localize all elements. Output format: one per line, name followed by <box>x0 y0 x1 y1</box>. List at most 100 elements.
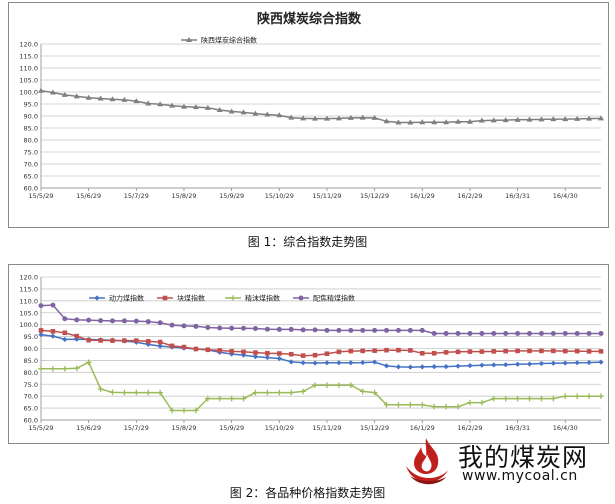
chart2-data-point <box>312 327 318 333</box>
chart2-data-point <box>50 302 56 308</box>
chart1-data-point <box>216 107 223 112</box>
chart2-data-point <box>586 330 592 336</box>
chart1-data-point <box>240 109 247 115</box>
chart1-data-point <box>38 87 44 93</box>
chart2-series-4 <box>38 302 604 336</box>
chart2-series-2 <box>38 328 604 358</box>
chart1-data-point <box>61 91 68 97</box>
chart2-legend-label: 精沫煤指数 <box>245 294 280 303</box>
chart2-data-point <box>455 403 461 410</box>
chart2-data-point <box>408 348 413 353</box>
chart2-data-point <box>324 327 330 333</box>
chart2-x-tick-label: 15/5/29 <box>28 424 53 432</box>
chart1-data-point <box>586 115 593 121</box>
chart1-legend-marker <box>186 37 192 42</box>
chart2-data-point <box>502 395 509 402</box>
chart1-data-point <box>97 95 104 101</box>
flame-logo-icon <box>406 438 448 485</box>
chart2-data-point <box>527 348 532 354</box>
chart2-data-point <box>479 330 485 336</box>
chart2-data-point <box>503 348 508 354</box>
chart1-data-point <box>192 104 199 110</box>
chart2-data-point <box>514 395 521 402</box>
chart2-data-point <box>574 348 580 354</box>
chart1-title: 陕西煤炭综合指数 <box>257 11 362 27</box>
chart2-data-point <box>455 363 461 369</box>
chart2-data-point <box>62 336 68 343</box>
chart2-data-point <box>134 338 139 343</box>
chart2-data-point <box>38 303 44 309</box>
chart1-data-point <box>133 98 140 104</box>
chart2-data-point <box>288 389 295 396</box>
chart2-data-point <box>181 344 187 350</box>
chart1-x-tick-label: 15/10/29 <box>265 192 294 200</box>
chart2-x-tick-label: 16/2/29 <box>457 424 482 432</box>
chart1-data-point <box>204 104 211 110</box>
chart2-data-point <box>491 349 497 354</box>
chart1-x-tick-label: 15/5/29 <box>28 192 53 200</box>
chart2-data-point <box>562 330 568 336</box>
chart2-data-point <box>550 395 557 402</box>
chart2-data-point <box>395 401 402 408</box>
chart2-x-tick-label: 15/12/29 <box>360 424 389 432</box>
chart2-data-point <box>241 349 246 355</box>
chart2-data-point <box>288 351 294 357</box>
chart2-data-point <box>539 348 544 354</box>
chart2-y-tick-label: 120.0 <box>19 274 38 282</box>
chart2-data-point <box>205 325 211 331</box>
chart2-data-point <box>50 365 56 372</box>
chart2-data-point <box>276 389 283 396</box>
chart2-data-point <box>336 349 342 355</box>
chart2-x-tick-label: 16/3/31 <box>505 424 530 432</box>
chart2-data-point <box>360 348 366 354</box>
chart2-data-point <box>336 360 342 366</box>
chart2-data-point <box>252 389 259 396</box>
chart2-data-point <box>122 338 127 343</box>
chart1-y-tick-label: 90.0 <box>24 113 38 121</box>
chart2-legend-marker <box>298 295 304 301</box>
chart2-data-point <box>348 348 354 354</box>
chart2-data-point <box>62 365 68 372</box>
chart2-data-point <box>550 360 556 366</box>
chart2-data-point <box>300 353 306 358</box>
chart2-x-tick-label: 15/11/29 <box>312 424 341 432</box>
chart2-data-point <box>395 364 402 370</box>
chart1-x-tick-label: 15/8/29 <box>171 192 196 200</box>
chart2-x-tick-label: 15/8/29 <box>171 424 196 432</box>
chart2-data-point <box>515 330 521 336</box>
chart1-legend-label: 陕西煤炭综合指数 <box>201 36 257 45</box>
chart2-data-point <box>205 395 211 402</box>
chart2-data-point <box>265 350 270 356</box>
chart1-x-tick-label: 16/4/30 <box>553 192 578 200</box>
chart2-data-point <box>360 327 366 333</box>
chart2-data-point <box>538 395 545 402</box>
chart2-data-point <box>443 364 449 370</box>
chart2-data-point <box>443 403 449 410</box>
chart2-data-point <box>383 401 390 408</box>
chart2-data-point <box>157 339 163 345</box>
chart2-data-point <box>562 348 568 354</box>
chart2-legend-label: 块煤指数 <box>177 294 205 303</box>
chart2-data-point <box>145 319 151 325</box>
chart2-data-point <box>241 325 247 331</box>
chart1-data-point <box>431 119 438 125</box>
chart2-data-point <box>336 382 342 389</box>
chart2-data-point <box>598 393 604 399</box>
chart1-data-point <box>478 117 485 123</box>
chart2-data-point <box>479 362 485 368</box>
chart2-data-point <box>62 316 68 322</box>
chart1-data-point <box>264 111 271 117</box>
chart2-legend-marker <box>94 295 100 301</box>
chart1-data-point <box>157 101 164 107</box>
chart2-data-point <box>419 327 425 333</box>
chart1-y-tick-label: 60.0 <box>24 185 38 193</box>
chart2-data-point <box>74 317 80 323</box>
chart2-data-point <box>384 347 389 353</box>
chart2-data-point <box>133 318 139 324</box>
chart1-data-point <box>85 94 92 100</box>
chart2-data-point <box>479 349 485 354</box>
chart2-data-point <box>133 389 140 396</box>
chart2-data-point <box>419 350 425 356</box>
chart1-data-point <box>180 103 187 109</box>
chart2-legend-label: 配焦精煤指数 <box>313 294 355 303</box>
